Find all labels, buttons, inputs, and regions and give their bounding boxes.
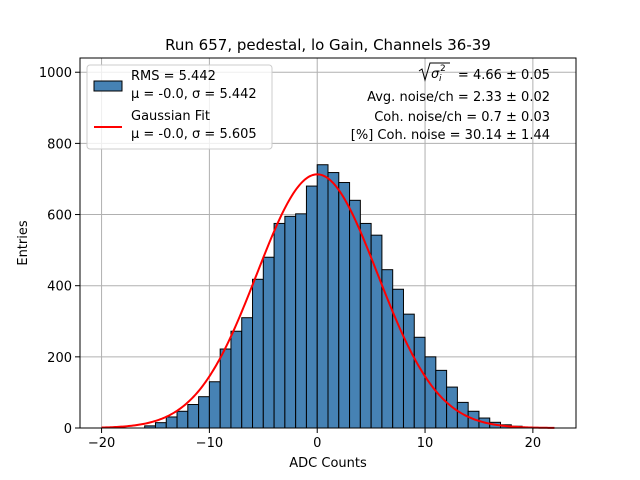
histogram-bar <box>305 185 318 429</box>
annotation-coh-noise-percent: [%] Coh. noise = 30.14 ± 1.44 <box>351 128 550 143</box>
annotation-avg-noise: Avg. noise/ch = 2.33 ± 0.02 <box>367 90 550 105</box>
histogram-bar <box>165 416 178 429</box>
x-tick-label: 20 <box>525 436 542 451</box>
svg-text:σ: σ <box>431 67 440 82</box>
histogram-bar <box>381 269 394 429</box>
histogram-bar <box>154 422 167 429</box>
legend-entry-2-line-2: μ = -0.0, σ = 5.605 <box>131 127 257 142</box>
legend-entry-2-line-1: Gaussian Fit <box>131 109 210 124</box>
plot-frame <box>79 57 577 429</box>
gaussian-fit-curve <box>101 173 555 429</box>
histogram-bar <box>338 182 351 429</box>
y-tick-label: 400 <box>47 280 72 295</box>
legend-entry-1-line-1: RMS = 5.442 <box>131 69 216 84</box>
histogram-bar <box>316 164 329 429</box>
annotation-coh-noise: Coh. noise/ch = 0.7 ± 0.03 <box>374 110 550 125</box>
x-axis-label: ADC Counts <box>289 456 367 471</box>
histogram-bars <box>144 164 545 429</box>
sqrt-sigma-symbol: σ i 2 <box>418 62 450 84</box>
histogram-bar <box>349 199 361 429</box>
svg-text:i: i <box>439 74 442 84</box>
chart-title: Run 657, pedestal, lo Gain, Channels 36-… <box>165 36 491 54</box>
histogram-bar <box>424 356 437 429</box>
annotation-rms-sigma: = 4.66 ± 0.05 <box>458 68 550 83</box>
y-tick-label: 200 <box>47 351 72 366</box>
legend-swatch-histogram <box>93 80 123 92</box>
y-axis-label: Entries <box>16 220 31 266</box>
noise-annotations: σ i 2 = 4.66 ± 0.05 Avg. noise/ch = 2.33… <box>351 62 550 143</box>
legend: RMS = 5.442 μ = -0.0, σ = 5.442 Gaussian… <box>86 64 273 150</box>
x-tick-label: 0 <box>313 436 321 451</box>
histogram-bar <box>187 404 200 429</box>
x-tick-label: −20 <box>88 436 115 451</box>
y-tick-label: 0 <box>64 422 72 437</box>
histogram-bar <box>241 317 254 429</box>
y-tick-label: 800 <box>47 137 72 152</box>
x-tick-label: −10 <box>196 436 223 451</box>
legend-box <box>86 64 273 150</box>
histogram-bar <box>262 256 275 429</box>
histogram-bar <box>413 336 426 429</box>
histogram-bar <box>392 288 404 429</box>
histogram-bar <box>284 215 297 429</box>
svg-text:2: 2 <box>440 64 446 74</box>
y-tick-label: 600 <box>47 209 72 224</box>
x-axis-ticks: −20 −10 0 10 20 <box>88 428 541 451</box>
histogram-bar <box>252 278 264 429</box>
histogram-bar <box>327 172 340 429</box>
histogram-bar <box>273 222 286 429</box>
legend-entry-1-line-2: μ = -0.0, σ = 5.442 <box>131 87 257 102</box>
y-tick-label: 1000 <box>39 66 72 81</box>
histogram-bar <box>402 313 415 429</box>
x-tick-label: 10 <box>417 436 434 451</box>
histogram-bar <box>295 213 307 429</box>
histogram-bar <box>198 396 210 429</box>
histogram-bar <box>208 381 221 429</box>
y-axis-ticks: 0 200 400 600 800 1000 <box>39 66 80 437</box>
histogram-bar <box>219 348 232 429</box>
histogram-bar <box>230 330 243 429</box>
histogram-bar <box>176 410 189 429</box>
histogram-bar <box>435 369 448 429</box>
